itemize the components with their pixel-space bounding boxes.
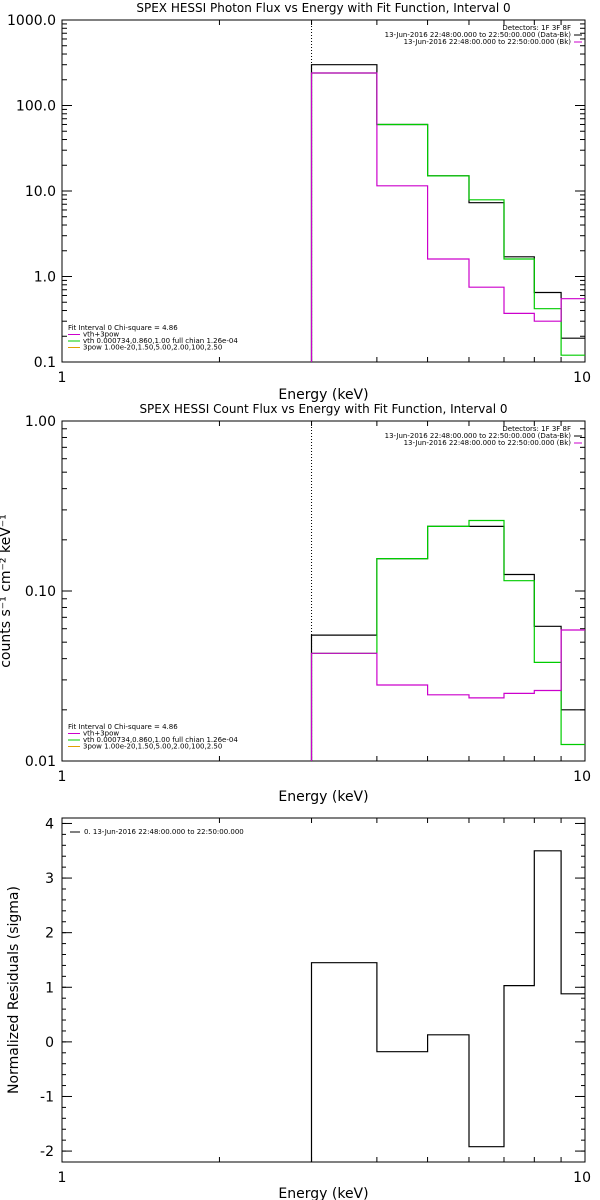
series-3pow-line [310,629,585,761]
residuals-panel: Energy (keV) Normalized Residuals (sigma)… [6,816,591,1200]
x-tick-label: 1 [58,769,67,785]
series-data-line [310,64,585,362]
series-3pow-line [310,72,585,362]
y-tick-label: 0.1 [34,355,56,371]
plot-frame [61,420,586,762]
chart-title: SPEX HESSI Count Flux vs Energy with Fit… [139,402,507,416]
plot-frame [61,817,586,1163]
legend-entry: Fit Interval 0 Chi-square = 4.86 [68,723,178,731]
legend-entry: vth 0.000734,0.860,1.00 full chian 1.26e… [83,736,238,744]
y-tick-label: 1.00 [25,414,56,430]
y-axis-label: counts s⁻¹ cm⁻² keV⁻¹ [0,514,14,668]
corner-annotation: 13-Jun-2016 22:48:00.000 to 22:50:00.000… [385,432,572,440]
legend-entry: vth 0.000734,0.860,1.00 full chian 1.26e… [83,337,238,345]
y-tick-label: 1000.0 [7,13,56,29]
y-tick-label: -2 [40,1144,54,1160]
x-tick-label: 10 [573,1170,591,1186]
corner-annotation: 13-Jun-2016 22:48:00.000 to 22:50:00.000… [404,38,572,46]
legend-entry: 3pow 1.00e-20,1.50,5.00,2.00,100,2.50 [83,344,222,352]
x-tick-label: 1 [58,370,67,386]
series-vth-line [310,519,585,761]
legend-entry: 0. 13-Jun-2016 22:48:00.000 to 22:50:00.… [84,828,244,836]
corner-annotation: Detectors: 1F 3F 8F [502,24,571,32]
legend-entry: 3pow 1.00e-20,1.50,5.00,2.00,100,2.50 [83,743,222,751]
y-tick-label: 4 [45,816,54,832]
y-tick-label: -1 [40,1089,54,1105]
y-tick-label: 0.01 [25,754,56,770]
legend-entry: vth+3pow [83,331,119,339]
x-tick-label: 1 [58,1170,67,1186]
y-axis-label: Normalized Residuals (sigma) [6,886,22,1094]
series-vth-line [310,72,585,362]
y-tick-label: 1 [45,980,54,996]
x-axis-label: Energy (keV) [278,387,368,403]
y-tick-label: 10.0 [25,184,56,200]
series-data-line [310,850,585,1162]
x-tick-label: 10 [573,769,591,785]
x-axis-label: Energy (keV) [278,789,368,805]
y-tick-label: 2 [45,926,54,942]
x-tick-label: 10 [573,370,591,386]
y-tick-label: 3 [45,871,54,887]
y-tick-label: 0 [45,1035,54,1051]
photon-flux-panel: SPEX HESSI Photon Flux vs Energy with Fi… [7,1,591,403]
y-tick-label: 100.0 [16,99,56,115]
count-flux-panel: SPEX HESSI Count Flux vs Energy with Fit… [0,402,591,805]
corner-annotation: Detectors: 1F 3F 8F [502,425,571,433]
legend-entry: Fit Interval 0 Chi-square = 4.86 [68,324,178,332]
series-data-line [310,525,585,761]
chart-title: SPEX HESSI Photon Flux vs Energy with Fi… [136,1,510,15]
corner-annotation: 13-Jun-2016 22:48:00.000 to 22:50:00.000… [385,31,572,39]
legend-entry: vth+3pow [83,730,119,738]
y-tick-label: 1.0 [34,270,56,286]
y-tick-label: 0.10 [25,584,56,600]
corner-annotation: 13-Jun-2016 22:48:00.000 to 22:50:00.000… [404,439,572,447]
plot-frame [61,19,586,363]
x-axis-label: Energy (keV) [278,1186,368,1200]
